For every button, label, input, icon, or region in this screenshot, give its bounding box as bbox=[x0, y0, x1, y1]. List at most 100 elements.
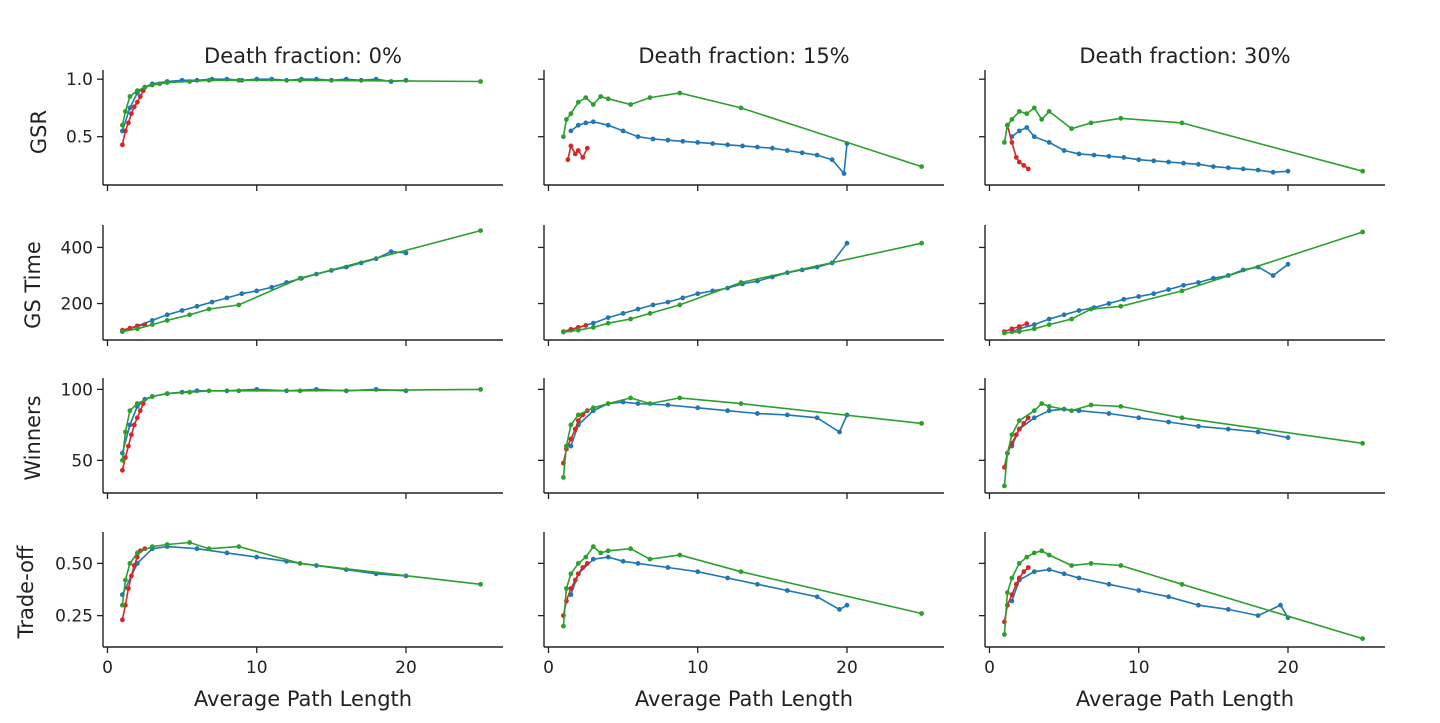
series-line-green bbox=[1003, 402, 1363, 486]
data-point-green bbox=[1002, 632, 1007, 637]
data-point-red bbox=[575, 571, 581, 577]
data-point-green bbox=[561, 475, 566, 480]
x-axis-label-2: Average Path Length bbox=[1076, 687, 1294, 711]
data-point-green bbox=[738, 280, 744, 285]
data-point-green bbox=[590, 102, 596, 107]
data-point-blue bbox=[784, 588, 790, 593]
data-point-green bbox=[1069, 126, 1074, 132]
data-point-green bbox=[1009, 432, 1015, 438]
data-point-green bbox=[1069, 408, 1074, 414]
panel-c2-r2 bbox=[979, 378, 1385, 499]
data-point-green bbox=[647, 556, 653, 562]
data-point-green bbox=[157, 81, 163, 87]
data-point-blue bbox=[1076, 151, 1082, 157]
row-label-3: Trade-off bbox=[14, 545, 38, 639]
data-point-green bbox=[134, 550, 140, 556]
data-point-blue bbox=[127, 105, 133, 111]
data-point-green bbox=[206, 77, 212, 83]
data-point-green bbox=[628, 395, 633, 401]
data-point-green bbox=[1005, 590, 1010, 595]
data-point-blue bbox=[194, 546, 200, 552]
data-point-blue bbox=[1136, 157, 1142, 163]
data-point-blue bbox=[179, 308, 185, 313]
data-point-blue bbox=[1255, 167, 1261, 173]
series-line-green bbox=[563, 242, 922, 333]
series-line-red bbox=[122, 323, 145, 331]
data-point-green bbox=[123, 429, 128, 435]
data-point-green bbox=[583, 554, 589, 560]
data-point-red bbox=[123, 128, 128, 134]
data-point-green bbox=[134, 88, 140, 94]
data-point-red bbox=[123, 455, 128, 460]
series-line-green bbox=[122, 229, 481, 333]
column-title-1: Death fraction: 15% bbox=[638, 44, 849, 68]
data-point-blue bbox=[224, 550, 230, 556]
data-point-green bbox=[478, 79, 483, 84]
data-point-blue bbox=[665, 402, 671, 408]
data-point-red bbox=[1021, 569, 1027, 575]
data-point-blue bbox=[1031, 322, 1037, 327]
data-point-blue bbox=[1151, 158, 1157, 164]
data-point-red bbox=[1013, 432, 1019, 438]
data-point-blue bbox=[1076, 308, 1082, 313]
data-point-green bbox=[1046, 322, 1052, 327]
data-point-green bbox=[236, 544, 242, 549]
data-point-green bbox=[120, 122, 125, 128]
column-title-2: Death fraction: 30% bbox=[1079, 44, 1290, 68]
data-point-green bbox=[1005, 450, 1010, 456]
data-point-red bbox=[584, 145, 590, 151]
data-point-red bbox=[134, 99, 140, 105]
data-point-green bbox=[1031, 408, 1037, 414]
data-point-green bbox=[1179, 288, 1185, 294]
data-point-red bbox=[580, 565, 586, 570]
data-point-green bbox=[206, 388, 212, 394]
data-point-blue bbox=[755, 581, 760, 587]
data-point-green bbox=[187, 312, 193, 318]
data-point-green bbox=[1016, 329, 1022, 334]
y-tick-label: 50 bbox=[71, 451, 93, 471]
data-point-green bbox=[1118, 404, 1124, 409]
data-point-blue bbox=[1240, 166, 1246, 172]
data-point-green bbox=[1179, 120, 1185, 126]
data-point-blue bbox=[1211, 164, 1216, 170]
data-point-green bbox=[149, 322, 155, 327]
data-point-blue bbox=[1270, 169, 1276, 175]
data-point-green bbox=[1002, 330, 1007, 336]
data-point-green bbox=[142, 84, 148, 90]
panel-c1-r1 bbox=[538, 225, 944, 346]
data-point-blue bbox=[695, 405, 701, 411]
data-point-red bbox=[129, 432, 134, 438]
data-point-green bbox=[206, 546, 212, 552]
data-point-blue bbox=[755, 144, 760, 150]
data-point-green bbox=[478, 387, 483, 392]
data-point-blue bbox=[568, 128, 574, 134]
data-point-green bbox=[478, 581, 483, 587]
series-line-blue bbox=[570, 120, 848, 176]
data-point-blue bbox=[1136, 588, 1142, 593]
data-point-red bbox=[125, 120, 131, 126]
data-point-red bbox=[137, 94, 143, 99]
data-point-green bbox=[123, 109, 128, 114]
y-tick-label: 0.5 bbox=[66, 128, 93, 148]
data-point-blue bbox=[680, 295, 686, 301]
panel-c0-r2: 50 100 bbox=[61, 378, 503, 499]
data-point-red bbox=[1009, 140, 1015, 145]
data-point-blue bbox=[1181, 282, 1186, 288]
data-point-red bbox=[1025, 166, 1031, 172]
x-axis-label-1: Average Path Length bbox=[635, 687, 853, 711]
series-line-blue bbox=[1011, 126, 1289, 174]
data-point-blue bbox=[568, 443, 574, 449]
y-tick-label: 0.50 bbox=[55, 554, 93, 574]
data-point-blue bbox=[620, 311, 626, 316]
data-point-green bbox=[575, 99, 581, 105]
data-point-green bbox=[919, 164, 924, 170]
data-point-blue bbox=[1061, 571, 1067, 577]
data-point-blue bbox=[1166, 594, 1171, 600]
data-point-blue bbox=[1196, 161, 1201, 167]
data-point-blue bbox=[1031, 569, 1037, 575]
data-point-green bbox=[1031, 550, 1037, 556]
data-point-blue bbox=[590, 320, 596, 326]
data-point-blue bbox=[695, 140, 701, 145]
data-point-blue bbox=[224, 295, 230, 301]
